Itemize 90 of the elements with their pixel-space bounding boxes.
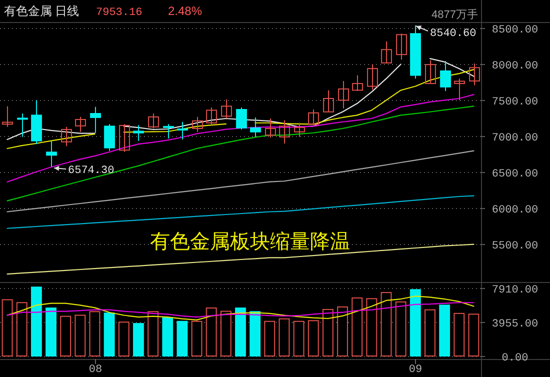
bar <box>410 289 421 356</box>
bar <box>308 320 319 356</box>
candlestick <box>308 109 319 126</box>
candlestick <box>323 90 334 112</box>
bar <box>191 320 202 356</box>
y-tick-label: 7500.00 <box>492 96 538 108</box>
bar <box>366 298 378 356</box>
bar <box>439 304 450 356</box>
candlestick <box>90 106 101 134</box>
text: 7953.16 <box>96 7 142 19</box>
line-series <box>6 106 474 202</box>
annotation: 8540.60 <box>430 28 476 40</box>
bar <box>2 299 13 356</box>
line-series <box>6 150 474 212</box>
bar <box>162 317 174 356</box>
candlestick <box>2 106 13 128</box>
candlestick <box>425 60 436 84</box>
candlestick <box>206 107 217 126</box>
chart-title: 有色金属 <box>4 4 52 18</box>
y-tick-label: 5500.00 <box>492 240 538 252</box>
candlestick <box>367 64 378 90</box>
candlestick <box>469 63 480 86</box>
y-tick-label: 0.00 <box>502 352 528 364</box>
bar <box>30 286 42 356</box>
candlestick <box>338 80 349 109</box>
bar <box>468 314 480 356</box>
bar <box>118 322 130 356</box>
bar <box>235 308 246 356</box>
bar <box>278 318 290 356</box>
line-series <box>6 302 474 318</box>
text: 2.48% <box>168 4 202 18</box>
candlestick <box>236 107 247 130</box>
candlestick <box>250 116 261 138</box>
y-tick-label: 6500.00 <box>492 168 538 180</box>
candlestick <box>75 116 86 132</box>
candlestick <box>177 121 188 140</box>
candlestick <box>46 140 57 168</box>
candlestick <box>133 124 144 142</box>
y-tick-label: 8000.00 <box>492 60 538 72</box>
bar <box>16 302 28 356</box>
bar <box>454 312 465 356</box>
bar <box>89 311 100 356</box>
candlestick <box>440 60 451 92</box>
candlestick <box>119 124 130 152</box>
candlestick <box>163 124 174 139</box>
line-series <box>6 94 474 182</box>
line-series <box>6 296 474 320</box>
annotation: 有色金属板块缩量降温 <box>150 231 350 253</box>
candlestick <box>265 118 276 138</box>
bar <box>424 309 436 356</box>
candlestick <box>396 33 407 60</box>
candlestick <box>61 126 72 147</box>
candlestick <box>17 113 28 138</box>
candlestick <box>381 40 392 64</box>
bar <box>380 292 392 356</box>
bar <box>176 320 188 356</box>
annotation: 6574.30 <box>68 165 114 177</box>
bar <box>352 297 363 356</box>
bar <box>264 320 276 356</box>
x-tick-label: 08 <box>88 364 102 376</box>
chart-subtitle: 日线 <box>55 4 79 18</box>
bar <box>148 311 158 356</box>
bar <box>60 316 72 356</box>
candlestick <box>279 120 290 144</box>
y-tick-label: 7910.00 <box>492 284 538 296</box>
candlestick <box>454 78 465 101</box>
line-series <box>6 195 474 229</box>
x-tick-label: 09 <box>408 364 422 376</box>
bar <box>395 301 406 356</box>
y-tick-label: 3955.00 <box>492 318 538 330</box>
bar <box>46 308 56 356</box>
candlestick <box>192 116 203 132</box>
candlestick <box>352 74 363 92</box>
bar <box>220 310 232 356</box>
candlestick <box>221 99 232 119</box>
bar <box>337 306 348 356</box>
bar <box>293 320 304 356</box>
bar <box>322 308 334 356</box>
candlestick <box>148 113 159 129</box>
y-tick-label: 7000.00 <box>492 132 538 144</box>
y-tick-label: 8500.00 <box>492 24 538 36</box>
bar <box>104 312 115 356</box>
bar <box>250 311 261 356</box>
bar <box>133 323 144 356</box>
bar <box>74 314 86 356</box>
candlestick <box>104 124 115 152</box>
y-tick-label: 6000.00 <box>492 204 538 216</box>
bar <box>206 308 217 356</box>
text: 4877万手 <box>432 8 478 21</box>
candlestick <box>294 122 305 138</box>
